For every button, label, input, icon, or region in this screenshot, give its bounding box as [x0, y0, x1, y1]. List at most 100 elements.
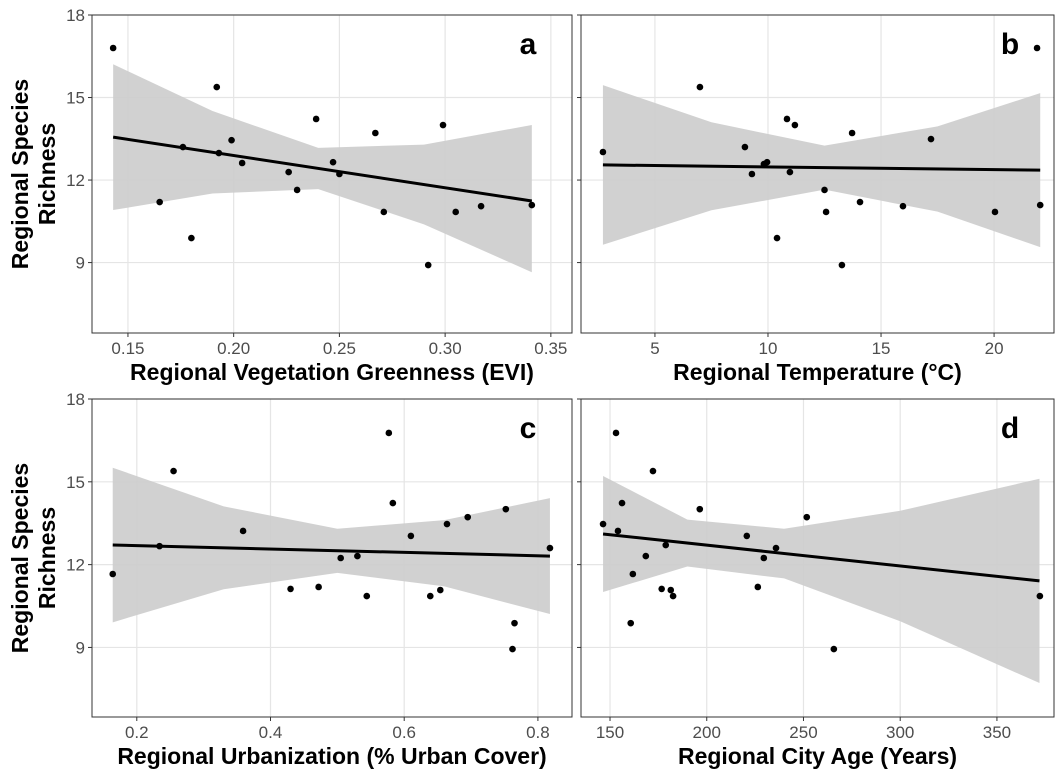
data-point	[927, 135, 935, 143]
data-point	[372, 129, 379, 137]
data-point	[156, 198, 163, 206]
y-axis-title: Regional Species	[7, 463, 33, 653]
panel-border	[91, 14, 573, 334]
data-point	[856, 198, 864, 206]
x-tick-label: 0.4	[259, 723, 283, 742]
data-point	[511, 619, 518, 627]
data-point	[658, 585, 665, 593]
data-point	[238, 159, 246, 167]
data-point	[354, 552, 361, 560]
data-point	[426, 592, 434, 600]
x-tick-label: 200	[693, 723, 721, 742]
data-point	[649, 467, 657, 475]
x-tick-label: 5	[650, 339, 659, 358]
x-tick-label: 300	[886, 723, 914, 742]
data-point	[285, 168, 292, 176]
data-point	[830, 645, 838, 653]
y-tick-label: 9	[76, 254, 85, 273]
data-point	[179, 143, 187, 151]
x-tick-label: 15	[872, 339, 891, 358]
data-point	[667, 586, 675, 594]
data-point	[614, 527, 622, 535]
x-tick-label: 0.15	[111, 339, 144, 358]
data-point	[612, 429, 620, 437]
x-tick-label: 0.8	[526, 723, 550, 742]
data-point	[109, 44, 117, 52]
data-point	[528, 201, 536, 209]
data-point	[228, 136, 235, 144]
x-tick-label: 0.6	[392, 723, 416, 742]
panel-border	[580, 398, 1055, 718]
data-point	[385, 429, 393, 437]
panel-label: d	[1001, 412, 1019, 445]
y-tick-label: 15	[66, 473, 85, 492]
x-axis-title: Regional Temperature (°C)	[673, 359, 962, 385]
data-point	[443, 520, 451, 528]
panel-label: a	[520, 28, 537, 61]
data-point	[464, 513, 472, 521]
data-point	[315, 583, 322, 591]
panel-label: b	[1001, 28, 1019, 61]
data-point	[502, 505, 510, 513]
data-point	[741, 143, 749, 151]
data-point	[437, 586, 444, 594]
data-point	[760, 554, 768, 562]
data-point	[215, 149, 223, 157]
data-point	[629, 570, 637, 578]
data-point	[407, 532, 415, 540]
data-point	[312, 115, 320, 123]
data-point	[439, 121, 447, 129]
data-point	[599, 520, 607, 528]
data-point	[773, 234, 781, 242]
x-tick-label: 350	[983, 723, 1011, 742]
data-point	[1036, 592, 1044, 600]
x-tick-label: 0.30	[429, 339, 462, 358]
x-tick-label: 0.20	[217, 339, 250, 358]
confidence-band	[603, 476, 1040, 684]
x-tick-label: 150	[596, 723, 624, 742]
data-point	[170, 467, 177, 475]
data-point	[783, 115, 791, 123]
data-point	[618, 499, 626, 507]
x-axis-title: Regional City Age (Years)	[678, 743, 957, 769]
data-point	[669, 592, 677, 600]
data-point	[329, 158, 337, 166]
data-point	[821, 186, 828, 194]
y-tick-label: 18	[66, 390, 85, 409]
data-point	[287, 585, 294, 593]
x-axis-title: Regional Urbanization (% Urban Cover)	[117, 743, 546, 769]
y-tick-label: 9	[76, 638, 85, 657]
data-point	[336, 170, 343, 178]
data-point	[213, 83, 221, 91]
data-point	[188, 234, 195, 242]
data-point	[838, 261, 846, 269]
data-point	[743, 532, 751, 540]
data-point	[803, 513, 811, 521]
data-point	[754, 583, 762, 591]
x-tick-label: 250	[789, 723, 817, 742]
fit-line	[112, 543, 550, 558]
panel-border	[580, 14, 1055, 334]
data-point	[848, 129, 856, 137]
data-point	[748, 170, 756, 178]
x-tick-label: 10	[759, 339, 778, 358]
data-point	[424, 261, 432, 269]
panel-label: c	[520, 412, 537, 445]
data-point	[696, 505, 704, 513]
panel-border	[91, 398, 573, 718]
data-point	[109, 570, 117, 578]
data-point	[642, 552, 650, 560]
y-tick-label: 18	[66, 6, 85, 25]
data-point	[627, 619, 635, 627]
data-point	[763, 158, 771, 166]
x-tick-label: 20	[985, 339, 1004, 358]
y-tick-label: 12	[66, 171, 85, 190]
data-point	[239, 527, 247, 535]
data-point	[546, 544, 554, 552]
data-point	[293, 186, 301, 194]
x-tick-label: 0.2	[125, 723, 149, 742]
data-point	[452, 208, 460, 216]
confidence-band	[112, 467, 550, 623]
